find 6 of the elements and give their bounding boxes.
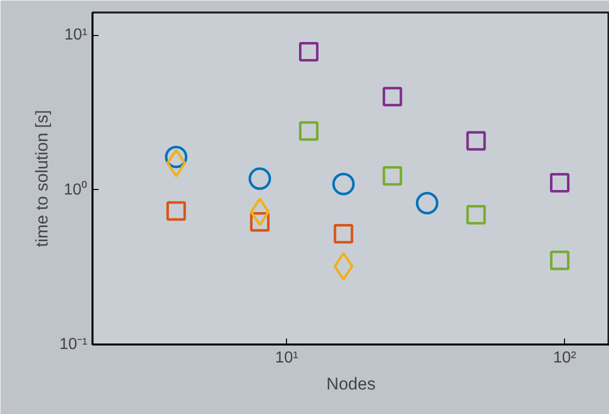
y-tick-label: 10¹	[64, 26, 88, 44]
x-tick-label: 10²	[553, 350, 577, 366]
y-axis-title: time to solution [s]	[32, 110, 52, 247]
y-tick-label: 10⁻¹	[59, 336, 88, 353]
y-tick-label: 10⁰	[64, 180, 88, 198]
x-axis-title: Nodes	[326, 374, 376, 394]
